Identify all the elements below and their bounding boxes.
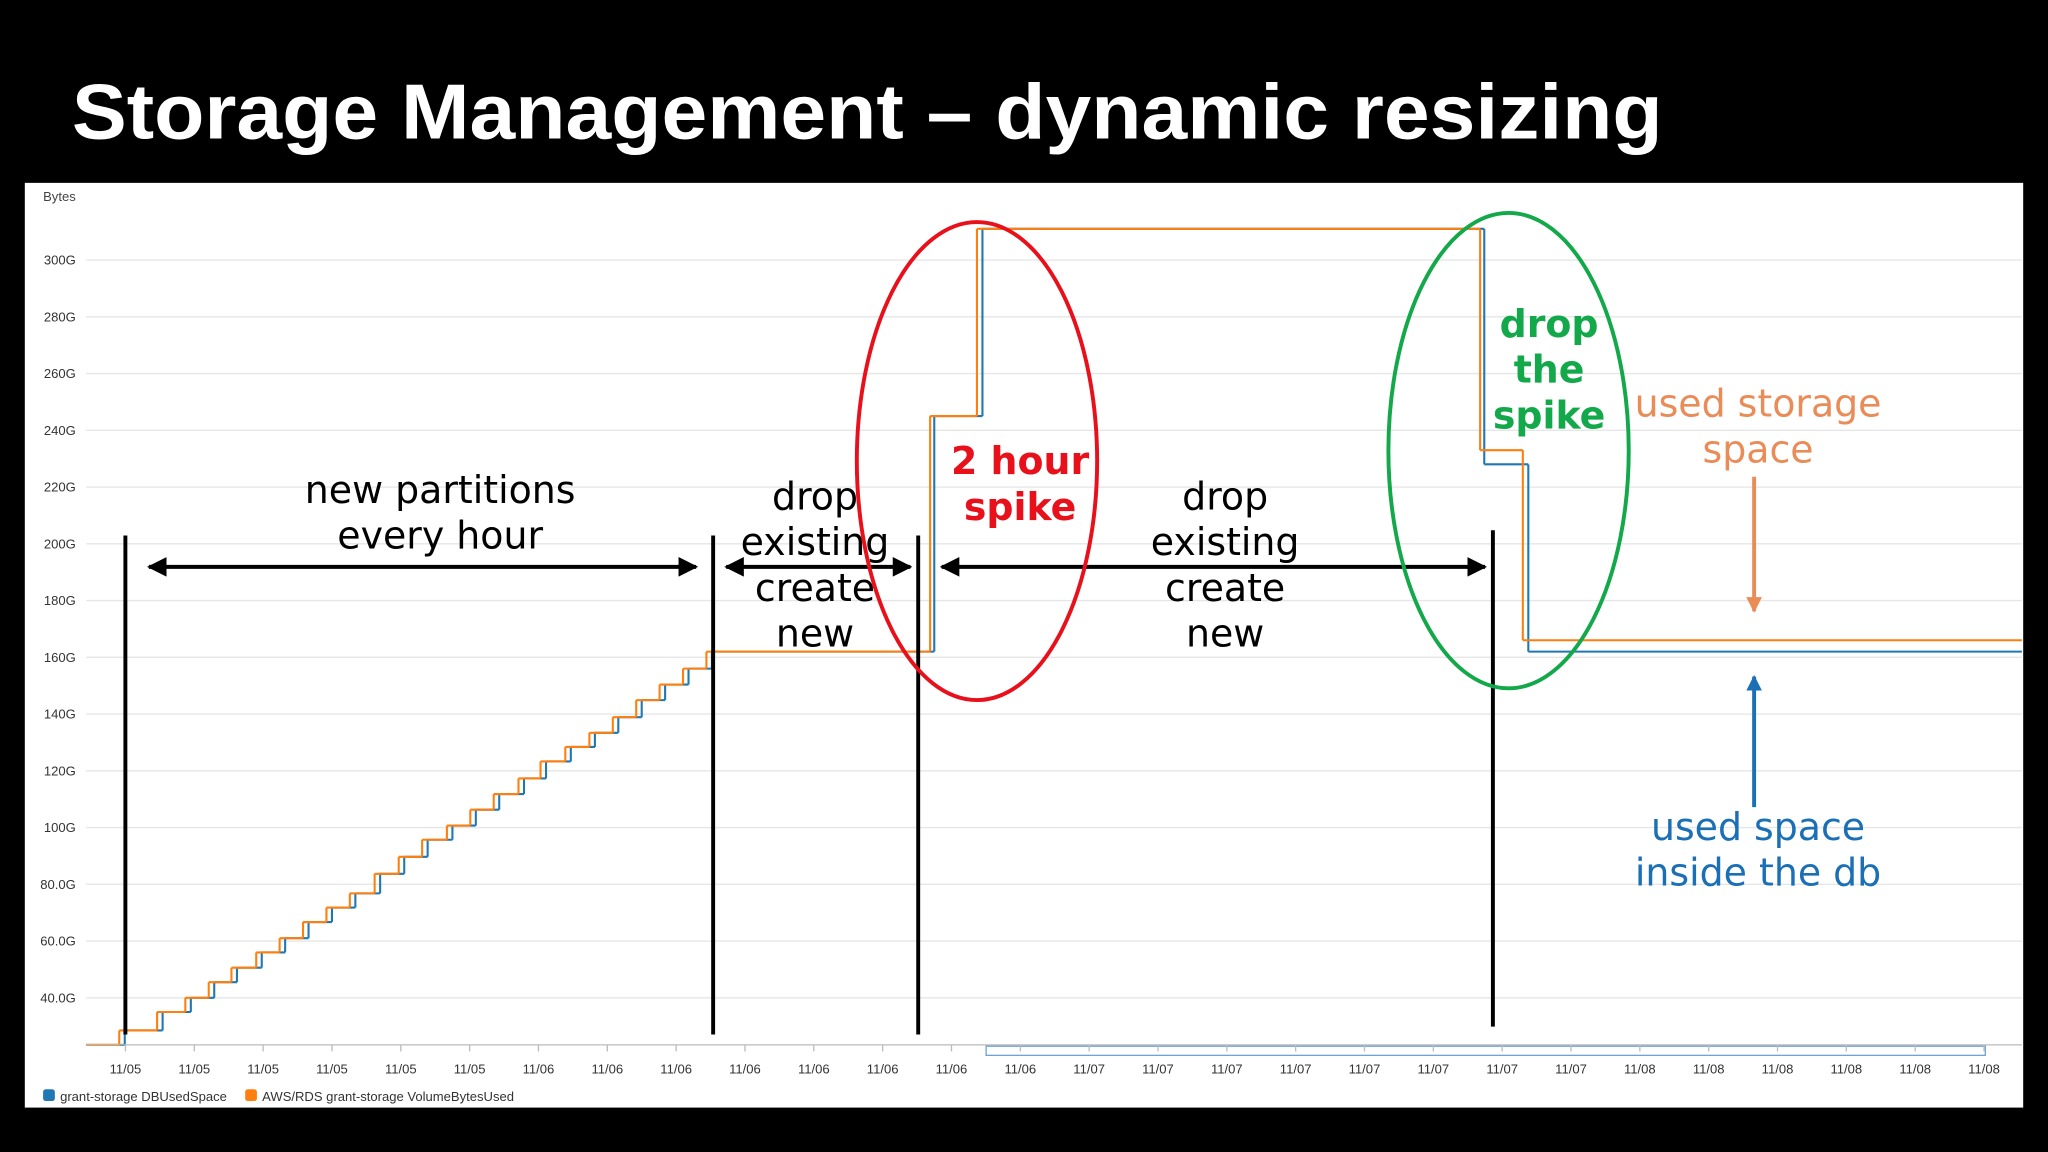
x-tick-label: 11/08	[1624, 1062, 1656, 1077]
annotation-text: inside the db	[1635, 851, 1881, 895]
y-tick-label: 80.0G	[40, 877, 76, 892]
series-lines	[86, 227, 2022, 1046]
x-tick-label: 11/08	[1968, 1062, 2000, 1077]
x-tick-label: 11/06	[1004, 1062, 1036, 1077]
x-tick-label: 11/05	[385, 1062, 417, 1077]
x-tick-label: 11/06	[936, 1062, 968, 1077]
x-tick-label: 11/08	[1831, 1062, 1863, 1077]
legend: grant-storage DBUsedSpace AWS/RDS grant-s…	[43, 1089, 514, 1104]
x-tick-label: 11/08	[1899, 1062, 1931, 1077]
y-tick-label: 60.0G	[40, 934, 76, 949]
y-tick-label: 220G	[44, 480, 76, 495]
range-navigator	[985, 1045, 1986, 1056]
y-tick-label: 240G	[44, 423, 76, 438]
annotation-text: 2 hour	[951, 439, 1089, 483]
annotation-text: used storage	[1635, 382, 1882, 426]
x-tick-label: 11/06	[591, 1062, 623, 1077]
annotation-text: drop	[772, 474, 858, 518]
y-tick-label: 100G	[44, 820, 76, 835]
highlight-ellipse	[1386, 210, 1631, 691]
annotation-text: spike	[964, 485, 1076, 529]
annotation-text: existing	[1151, 520, 1300, 564]
annotation-text: create	[1165, 566, 1285, 610]
slide-title: Storage Management – dynamic resizing	[72, 67, 1663, 155]
x-tick-label: 11/05	[454, 1062, 486, 1077]
x-tick-label: 11/07	[1417, 1062, 1449, 1077]
x-tick-label: 11/07	[1073, 1062, 1105, 1077]
x-tick-label: 11/07	[1349, 1062, 1381, 1077]
x-tick-label: 11/05	[178, 1062, 210, 1077]
annotation-text: new partitions	[305, 468, 576, 512]
x-tick-label: 11/06	[729, 1062, 761, 1077]
x-tick-label: 11/07	[1142, 1062, 1174, 1077]
grid: 40.0G 60.0G 80.0G 100G 120G 140G 160G 180G 200G 2…	[40, 253, 2022, 1005]
annotation-text: the	[1514, 348, 1585, 392]
chart-panel	[24, 182, 2024, 1108]
x-tick-label: 11/06	[798, 1062, 830, 1077]
x-tick-label: 11/05	[110, 1062, 142, 1077]
x-tick-label: 11/07	[1486, 1062, 1518, 1077]
x-tick-label: 11/07	[1211, 1062, 1243, 1077]
annotation-text: spike	[1493, 393, 1605, 437]
annotation-text: drop	[1182, 474, 1268, 518]
y-tick-label: 140G	[44, 707, 76, 722]
annotation-lines	[123, 476, 1762, 1035]
annotation-text: new	[1186, 612, 1264, 656]
legend-label: AWS/RDS grant-storage VolumeBytesUsed	[262, 1089, 514, 1104]
y-tick-label: 160G	[44, 650, 76, 665]
annotation-text: space	[1703, 427, 1814, 471]
annotation-text: drop	[1500, 302, 1599, 346]
x-tick-label: 11/06	[523, 1062, 555, 1077]
y-tick-label: 40.0G	[40, 990, 76, 1005]
highlight-ellipse	[854, 220, 1100, 703]
x-tick-label: 11/07	[1280, 1062, 1312, 1077]
y-tick-label: 180G	[44, 593, 76, 608]
annotation-text: new	[776, 612, 854, 656]
annotation-text: every hour	[337, 514, 543, 558]
x-tick-label: 11/07	[1555, 1062, 1587, 1077]
x-tick-label: 11/05	[316, 1062, 348, 1077]
y-tick-label: 260G	[44, 366, 76, 381]
annotation-text: used space	[1651, 805, 1865, 849]
y-tick-label: 200G	[44, 536, 76, 551]
y-axis-label: Bytes	[43, 189, 76, 204]
legend-label: grant-storage DBUsedSpace	[60, 1089, 227, 1104]
legend-swatch	[245, 1089, 257, 1102]
annotation-text: create	[755, 566, 875, 610]
y-tick-label: 120G	[44, 763, 76, 778]
x-tick-label: 11/08	[1762, 1062, 1794, 1077]
legend-swatch	[43, 1089, 55, 1102]
x-tick-label: 11/06	[660, 1062, 692, 1077]
x-tick-label: 11/08	[1693, 1062, 1725, 1077]
x-tick-label: 11/06	[867, 1062, 899, 1077]
y-tick-label: 280G	[44, 309, 76, 324]
x-tick-label: 11/05	[247, 1062, 279, 1077]
x-ticks: 11/05 11/05 11/05 11/05 11/05 11/05 11/06 11/06…	[110, 1044, 2000, 1077]
y-tick-label: 300G	[44, 253, 76, 268]
